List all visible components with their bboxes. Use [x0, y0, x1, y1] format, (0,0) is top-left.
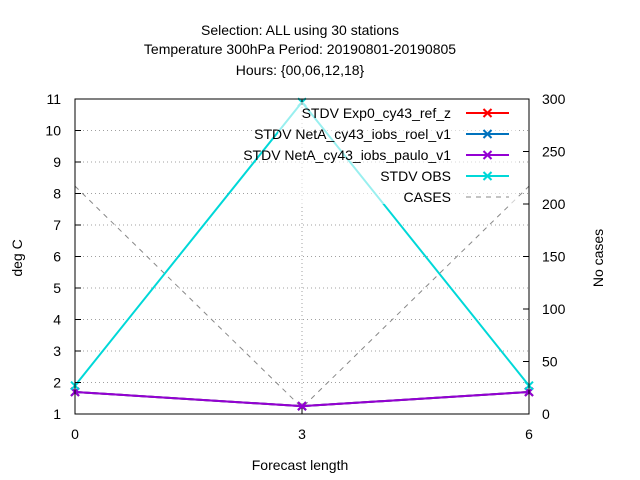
legend-background: [278, 102, 516, 204]
title-line-3: Hours: {00,06,12,18}: [236, 62, 365, 78]
x-axis: 0 3 6: [71, 99, 533, 442]
legend-label: STDV NetA_cy43_iobs_roel_v1: [254, 126, 451, 142]
y2-tick-label: 150: [542, 249, 566, 265]
y-tick-label: 10: [45, 123, 61, 139]
data-point-marker: [482, 129, 493, 139]
chart-title: Selection: ALL using 30 stations Tempera…: [144, 22, 456, 78]
y-tick-label: 6: [53, 249, 61, 265]
data-point-marker: [482, 171, 493, 181]
x-tick-label: 6: [525, 426, 533, 442]
y-tick-label: 11: [46, 91, 61, 107]
y-tick-label: 8: [53, 186, 61, 202]
y-tick-label: 9: [53, 154, 61, 170]
x-axis-label: Forecast length: [252, 457, 349, 473]
legend-entry: STDV Exp0_cy43_ref_z: [302, 105, 509, 121]
y-axis-right: 0 50 100 150 200 250 300: [523, 91, 566, 422]
x-tick-label: 3: [298, 426, 306, 442]
y2-axis-label: No cases: [590, 229, 606, 287]
legend-entry: STDV NetA_cy43_iobs_roel_v1: [254, 126, 509, 142]
y-tick-label: 3: [53, 343, 61, 359]
title-line-1: Selection: ALL using 30 stations: [201, 22, 399, 38]
title-line-2: Temperature 300hPa Period: 20190801-2019…: [144, 41, 456, 57]
y-tick-label: 2: [53, 375, 61, 391]
y-tick-label: 1: [53, 406, 61, 422]
legend: STDV Exp0_cy43_ref_z STDV NetA_cy43_iobs_…: [243, 102, 516, 205]
legend-label: CASES: [404, 189, 451, 205]
legend-label: STDV OBS: [380, 168, 451, 184]
y-axis-left: 1 2 3 4 5 6 7 8 9 10 11: [45, 91, 81, 422]
y2-tick-label: 50: [542, 354, 558, 370]
legend-entry: CASES: [404, 189, 509, 205]
legend-entry: STDV OBS: [380, 168, 509, 184]
y2-tick-label: 100: [542, 301, 566, 317]
y-axis-label: deg C: [9, 239, 25, 276]
y2-tick-label: 0: [542, 406, 550, 422]
data-point-marker: [482, 108, 493, 118]
legend-label: STDV Exp0_cy43_ref_z: [302, 105, 451, 121]
legend-label: STDV NetA_cy43_iobs_paulo_v1: [243, 147, 451, 163]
y-tick-label: 7: [53, 217, 61, 233]
data-point-marker: [297, 401, 307, 411]
legend-entry: STDV NetA_cy43_iobs_paulo_v1: [243, 147, 509, 163]
data-point-marker: [482, 150, 493, 160]
y2-tick-label: 300: [542, 91, 566, 107]
y2-tick-label: 200: [542, 196, 566, 212]
x-tick-label: 0: [71, 426, 79, 442]
y-tick-label: 5: [53, 280, 61, 296]
y2-tick-label: 250: [542, 144, 566, 160]
y-tick-label: 4: [53, 312, 61, 328]
